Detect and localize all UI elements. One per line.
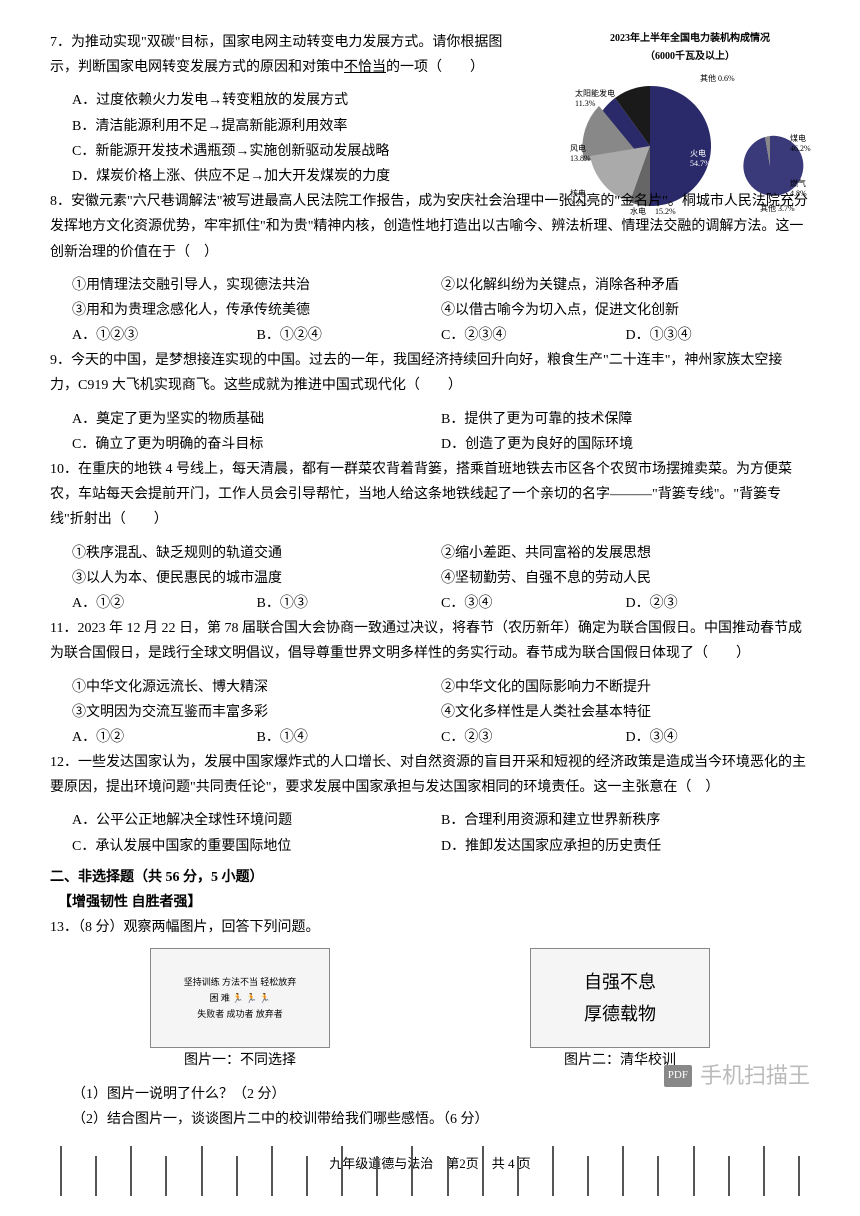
svg-text:11.3%: 11.3% — [575, 99, 596, 108]
svg-text:46.2%: 46.2% — [790, 144, 811, 153]
section-2-sub: 【增强韧性 自胜者强】 — [58, 890, 810, 915]
question-10: 10．在重庆的地铁 4 号线上，每天清晨，都有一群菜农背着背篓，搭乘首班地铁去市… — [50, 457, 810, 533]
svg-text:太阳能发电: 太阳能发电 — [575, 88, 615, 98]
q11-statements-2: ③文明因为交流互鉴而丰富多彩④文化多样性是人类社会基本特征 — [72, 700, 810, 725]
q10-options: A．①②B．①③C．③④D．②③ — [72, 591, 810, 616]
image-1-caption: 图片一：不同选择 — [150, 1048, 330, 1073]
q8-statements-2: ③用和为贵理念感化人，传承传统美德④以借古喻今为切入点，促进文化创新 — [72, 298, 810, 323]
question-12: 12．一些发达国家认为，发展中国家爆炸式的人口增长、对自然资源的盲目开采和短视的… — [50, 750, 810, 800]
watermark: PDF 手机扫描王 — [664, 1056, 810, 1096]
svg-text:54.7%: 54.7% — [690, 159, 711, 168]
section-2-header: 二、非选择题（共 56 分，5 小题） — [50, 865, 810, 890]
q9-stem: 9．今天的中国，是梦想接连实现的中国。过去的一年，我国经济持续回升向好，粮食生产… — [50, 353, 782, 393]
q12-options-1: A．公平公正地解决全球性环境问题B．合理利用资源和建立世界新秩序 — [72, 808, 810, 833]
watermark-text: 手机扫描王 — [700, 1056, 810, 1096]
svg-text:燃气: 燃气 — [790, 178, 806, 188]
tally-marks — [60, 1136, 800, 1196]
q11-stem: 11．2023 年 12 月 22 日，第 78 届联合国大会协商一致通过决议，… — [50, 621, 802, 661]
q13-images: 坚持训练 方法不当 轻松放弃 困 难 🏃 🏃 🏃 失败者 成功者 放弃者 图片一… — [50, 948, 810, 1073]
q10-statements-2: ③以人为本、便民惠民的城市温度④坚韧勤劳、自强不息的劳动人民 — [72, 566, 810, 591]
q13-sub2: （2）结合图片一，谈谈图片二中的校训带给我们哪些感悟。（6 分） — [72, 1107, 810, 1132]
q11-statements-1: ①中华文化源远流长、博大精深②中华文化的国际影响力不断提升 — [72, 675, 810, 700]
question-13: 13．（8 分）观察两幅图片，回答下列问题。 — [50, 915, 810, 940]
q13-stem: 13．（8 分）观察两幅图片，回答下列问题。 — [50, 920, 320, 935]
question-11: 11．2023 年 12 月 22 日，第 78 届联合国大会协商一致通过决议，… — [50, 616, 810, 666]
question-9: 9．今天的中国，是梦想接连实现的中国。过去的一年，我国经济持续回升向好，粮食生产… — [50, 348, 810, 398]
q11-options: A．①②B．①④C．②③D．③④ — [72, 725, 810, 750]
pie-chart-area: 2023年上半年全国电力装机构成情况 （6000千瓦及以上） 太阳能发电11.3… — [560, 30, 820, 200]
q9-options-1: A．奠定了更为坚实的物质基础B．提供了更为可靠的技术保障 — [72, 407, 810, 432]
q8-statements-1: ①用情理法交融引导人，实现德法共治②以化解纠纷为关键点，消除各种矛盾 — [72, 273, 810, 298]
q8-options: A．①②③B．①②④C．②③④D．①③④ — [72, 323, 810, 348]
image-1-box: 坚持训练 方法不当 轻松放弃 困 难 🏃 🏃 🏃 失败者 成功者 放弃者 图片一… — [150, 948, 330, 1073]
svg-text:其他 0.6%: 其他 0.6% — [700, 73, 735, 83]
chart-title: 2023年上半年全国电力装机构成情况 （6000千瓦及以上） — [560, 30, 820, 66]
image-2-placeholder: 自强不息 厚德载物 — [530, 948, 710, 1048]
image-2-box: 自强不息 厚德载物 图片二：清华校训 — [530, 948, 710, 1073]
q8-stem: 8．安徽元素"六尺巷调解法"被写进最高人民法院工作报告，成为安庆社会治理中一张闪… — [50, 194, 808, 259]
svg-text:13.8%: 13.8% — [570, 154, 591, 163]
pdf-badge-icon: PDF — [664, 1065, 692, 1087]
svg-text:风电: 风电 — [570, 143, 586, 153]
q7-stem: 7．为推动实现"双碳"目标，国家电网主动转变电力发展方式。请你根据图示，判断国家… — [50, 35, 502, 75]
svg-text:煤电: 煤电 — [790, 133, 806, 143]
q10-statements-1: ①秩序混乱、缺乏规则的轨道交通②缩小差距、共同富裕的发展思想 — [72, 541, 810, 566]
image-1-placeholder: 坚持训练 方法不当 轻松放弃 困 难 🏃 🏃 🏃 失败者 成功者 放弃者 — [150, 948, 330, 1048]
question-8: 8．安徽元素"六尺巷调解法"被写进最高人民法院工作报告，成为安庆社会治理中一张闪… — [50, 189, 810, 265]
q12-options-2: C．承认发展中国家的重要国际地位D．推卸发达国家应承担的历史责任 — [72, 834, 810, 859]
q12-stem: 12．一些发达国家认为，发展中国家爆炸式的人口增长、对自然资源的盲目开采和短视的… — [50, 755, 806, 795]
svg-text:火电: 火电 — [690, 148, 706, 158]
q10-stem: 10．在重庆的地铁 4 号线上，每天清晨，都有一群菜农背着背篓，搭乘首班地铁去市… — [50, 462, 792, 527]
q9-options-2: C．确立了更为明确的奋斗目标D．创造了更为良好的国际环境 — [72, 432, 810, 457]
question-7: 7．为推动实现"双碳"目标，国家电网主动转变电力发展方式。请你根据图示，判断国家… — [50, 30, 520, 80]
